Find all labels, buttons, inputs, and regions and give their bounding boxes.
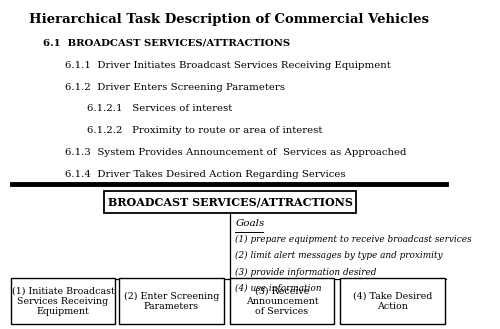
Text: 6.1.2.1   Services of interest: 6.1.2.1 Services of interest bbox=[88, 105, 233, 114]
Text: BROADCAST SERVICES/ATTRACTIONS: BROADCAST SERVICES/ATTRACTIONS bbox=[108, 196, 352, 208]
Text: (1) Initiate Broadcast
Services Receiving
Equipment: (1) Initiate Broadcast Services Receivin… bbox=[12, 287, 115, 316]
FancyBboxPatch shape bbox=[10, 278, 115, 324]
Text: (3) provide information desired: (3) provide information desired bbox=[236, 267, 377, 277]
Text: 6.1.2  Driver Enters Screening Parameters: 6.1.2 Driver Enters Screening Parameters bbox=[65, 83, 285, 91]
Text: 6.1  BROADCAST SERVICES/ATTRACTIONS: 6.1 BROADCAST SERVICES/ATTRACTIONS bbox=[43, 39, 290, 48]
Text: (2) limit alert messages by type and proximity: (2) limit alert messages by type and pro… bbox=[236, 251, 443, 260]
Text: (2) Enter Screening
Parameters: (2) Enter Screening Parameters bbox=[124, 291, 219, 311]
Text: 6.1.2.2   Proximity to route or area of interest: 6.1.2.2 Proximity to route or area of in… bbox=[88, 126, 322, 135]
FancyBboxPatch shape bbox=[230, 278, 334, 324]
Text: 6.1.1  Driver Initiates Broadcast Services Receiving Equipment: 6.1.1 Driver Initiates Broadcast Service… bbox=[65, 61, 391, 70]
FancyBboxPatch shape bbox=[119, 278, 224, 324]
Text: (1) prepare equipment to receive broadcast services: (1) prepare equipment to receive broadca… bbox=[236, 235, 472, 244]
FancyBboxPatch shape bbox=[340, 278, 444, 324]
Text: 6.1.4  Driver Takes Desired Action Regarding Services: 6.1.4 Driver Takes Desired Action Regard… bbox=[65, 170, 346, 179]
Text: (3) Receive
Announcement
of Services: (3) Receive Announcement of Services bbox=[246, 287, 318, 316]
Text: 6.1.3  System Provides Announcement of  Services as Approached: 6.1.3 System Provides Announcement of Se… bbox=[65, 148, 406, 157]
Text: (4) Take Desired
Action: (4) Take Desired Action bbox=[353, 291, 432, 311]
Text: (4) use information: (4) use information bbox=[236, 284, 322, 293]
Text: Hierarchical Task Description of Commercial Vehicles: Hierarchical Task Description of Commerc… bbox=[29, 13, 429, 26]
FancyBboxPatch shape bbox=[104, 191, 356, 213]
Text: Goals: Goals bbox=[236, 219, 265, 228]
